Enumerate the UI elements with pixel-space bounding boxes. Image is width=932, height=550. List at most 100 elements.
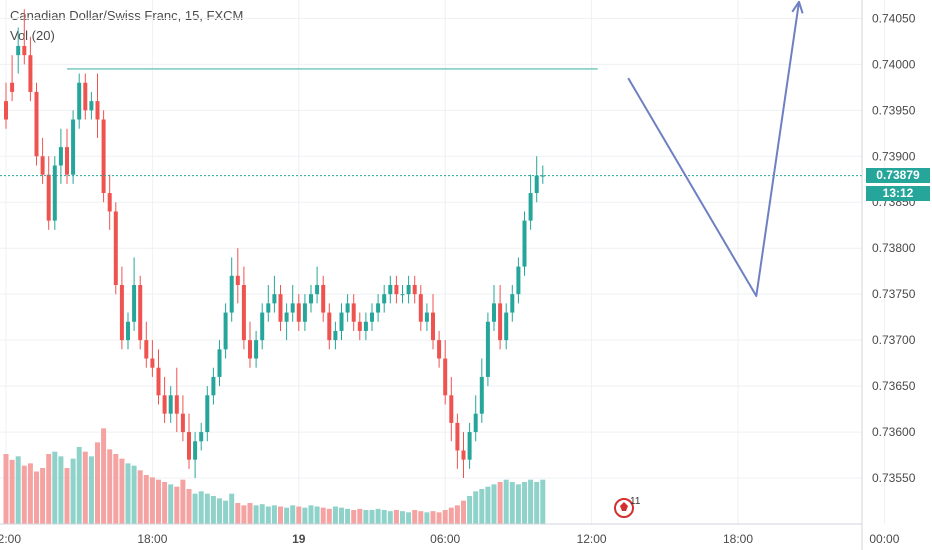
volume-bar	[82, 451, 88, 524]
candle-body	[437, 340, 442, 359]
candle-body	[52, 165, 57, 221]
candle-body	[254, 340, 259, 359]
candle-body	[248, 340, 252, 359]
volume-bar	[101, 428, 107, 524]
candle-body	[113, 211, 118, 285]
volume-bar	[156, 479, 161, 524]
volume-bar	[485, 486, 491, 524]
volume-bar	[326, 508, 332, 524]
volume-bar	[534, 482, 540, 524]
volume-bar	[406, 512, 412, 524]
candle-body	[83, 82, 88, 111]
volume-bar	[345, 508, 351, 524]
volume-bar	[497, 482, 503, 524]
volume-bar	[442, 510, 448, 524]
current-price-tag: 0.73879	[866, 168, 930, 183]
volume-bar	[113, 454, 119, 524]
volume-bar	[296, 506, 302, 524]
volume-bar	[131, 465, 137, 524]
candle-body	[58, 147, 63, 166]
y-tick-label: 0.73600	[872, 425, 916, 439]
candle-body	[71, 119, 76, 175]
candle-body	[296, 303, 301, 322]
y-tick-label: 0.73900	[872, 149, 916, 163]
candle-body	[431, 312, 435, 341]
candle-body	[382, 294, 387, 304]
candle-body	[193, 441, 198, 460]
candle-body	[302, 303, 307, 322]
volume-bar	[308, 505, 314, 524]
volume-bar	[436, 512, 442, 524]
volume-bar	[149, 477, 155, 524]
volume-bar	[332, 506, 338, 524]
volume-bar	[143, 475, 149, 524]
candle-body	[339, 312, 344, 331]
volume-bar	[125, 463, 131, 524]
candle-body	[34, 91, 39, 157]
candle-body	[370, 312, 374, 322]
candle-body	[376, 303, 381, 313]
x-tick-label: 00:00	[869, 532, 899, 546]
volume-bar	[162, 482, 168, 524]
volume-bar	[9, 459, 15, 524]
candle-body	[241, 284, 246, 341]
candle-body	[363, 321, 368, 331]
volume-bar	[40, 468, 46, 524]
candle-body	[272, 294, 277, 304]
candle-body	[424, 312, 429, 322]
candle-body	[132, 284, 137, 322]
volume-bar	[424, 512, 430, 524]
candle-body	[205, 395, 210, 433]
volume-bar	[479, 489, 485, 524]
candle-body	[217, 349, 222, 377]
volume-bar	[21, 465, 27, 524]
candle-body	[168, 395, 173, 414]
y-tick-label: 0.74050	[872, 11, 916, 25]
volume-bar	[192, 493, 198, 524]
candle-body	[461, 450, 466, 460]
candle-body	[174, 395, 179, 414]
candle-body	[327, 312, 332, 341]
volume-bar	[448, 507, 454, 524]
candle-body	[492, 303, 496, 322]
volume-bar	[64, 468, 70, 524]
y-tick-label: 0.73550	[872, 471, 916, 485]
x-tick-label: 18:00	[723, 532, 753, 546]
candle-body	[119, 284, 124, 341]
candle-body	[455, 422, 460, 451]
volume-bar	[265, 506, 271, 524]
volume-bar	[52, 451, 58, 524]
event-badge[interactable]: 11	[614, 496, 641, 518]
volume-bar	[363, 510, 369, 524]
x-tick-label: 12:00	[577, 532, 607, 546]
volume-bar	[217, 498, 222, 524]
volume-bar	[339, 507, 344, 524]
candle-body	[528, 193, 533, 221]
price-axis: 0.740500.740000.739500.739000.738500.738…	[861, 0, 916, 550]
volume-bar	[95, 442, 100, 524]
volume-bar	[174, 486, 180, 524]
candle-body	[309, 294, 313, 304]
candle-body	[278, 294, 283, 322]
volume-bar	[491, 484, 497, 524]
candle-body	[418, 294, 423, 322]
volume-bar	[278, 506, 283, 524]
candle-body	[516, 266, 521, 295]
candle-body	[351, 303, 356, 322]
volume-bar	[241, 505, 247, 524]
x-tick-label: 12:00	[0, 532, 21, 546]
candle-body	[46, 174, 51, 221]
volume-bar	[351, 510, 357, 524]
volume-bar	[180, 479, 186, 524]
y-tick-label: 0.73650	[872, 379, 916, 393]
volume-bar	[320, 507, 326, 524]
candle-body	[16, 45, 21, 56]
candle-body	[126, 321, 130, 341]
volume-bar	[223, 500, 229, 524]
x-tick-label: 19	[292, 532, 306, 546]
volume-bar	[473, 491, 479, 524]
candle-body	[28, 55, 33, 92]
volume-bar	[76, 447, 82, 524]
event-badge-count: 11	[630, 496, 641, 507]
